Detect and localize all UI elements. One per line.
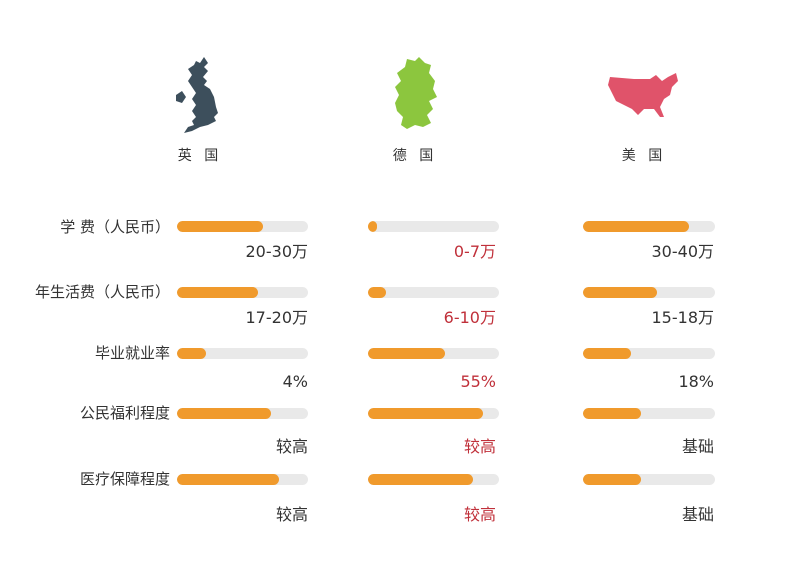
bar-fill xyxy=(177,408,272,419)
usa-map-icon xyxy=(574,55,714,135)
value-label: 0-7万 xyxy=(453,242,496,261)
value-label: 18% xyxy=(678,372,714,391)
bar-fill xyxy=(583,408,642,419)
bar-fill xyxy=(583,474,642,485)
value-label: 较高 xyxy=(463,505,496,524)
value-label: 6-10万 xyxy=(443,308,496,327)
bar-track xyxy=(368,287,499,298)
country-name: 美 国 xyxy=(621,148,667,164)
row-label: 毕业就业率 xyxy=(94,344,170,362)
country-name: 英 国 xyxy=(177,148,223,164)
bar-track xyxy=(583,474,715,485)
bar-fill xyxy=(583,348,631,359)
value-label: 基础 xyxy=(681,437,714,456)
bar-track xyxy=(177,408,308,419)
bar-fill xyxy=(583,287,657,298)
bar-fill xyxy=(368,221,378,232)
value-label: 基础 xyxy=(681,505,714,524)
country-germany: 德 国 xyxy=(345,55,485,165)
value-label: 较高 xyxy=(275,437,308,456)
value-label: 17-20万 xyxy=(245,308,309,327)
bar-fill xyxy=(177,474,280,485)
value-label: 较高 xyxy=(463,437,496,456)
country-uk: 英 国 xyxy=(130,55,270,165)
bar-fill xyxy=(583,221,689,232)
bar-track xyxy=(368,348,499,359)
bar-fill xyxy=(177,221,264,232)
bar-fill xyxy=(368,474,473,485)
row-label: 医疗保障程度 xyxy=(79,470,170,488)
bar-track xyxy=(368,474,499,485)
bar-track xyxy=(583,348,715,359)
row-label: 公民福利程度 xyxy=(79,404,170,422)
bar-track xyxy=(368,408,499,419)
bar-track xyxy=(583,287,715,298)
bar-track xyxy=(177,221,308,232)
value-label: 较高 xyxy=(275,505,308,524)
value-label: 20-30万 xyxy=(245,242,309,261)
bar-track xyxy=(177,474,308,485)
row-label: 年生活费（人民币） xyxy=(34,283,170,301)
row-label: 学 费（人民币） xyxy=(60,218,170,236)
country-name: 德 国 xyxy=(392,148,438,164)
bar-fill xyxy=(177,287,259,298)
germany-map-icon xyxy=(345,55,485,135)
uk-map-icon xyxy=(130,55,270,135)
bar-track xyxy=(368,221,499,232)
value-label: 30-40万 xyxy=(651,242,715,261)
value-label: 15-18万 xyxy=(651,308,715,327)
country-usa: 美 国 xyxy=(574,55,714,165)
bar-fill xyxy=(368,348,446,359)
bar-track xyxy=(177,348,308,359)
bar-fill xyxy=(368,408,484,419)
bar-fill xyxy=(368,287,387,298)
bar-track xyxy=(583,408,715,419)
value-label: 4% xyxy=(282,372,308,391)
bar-track xyxy=(177,287,308,298)
bar-track xyxy=(583,221,715,232)
value-label: 55% xyxy=(460,372,496,391)
bar-fill xyxy=(177,348,206,359)
